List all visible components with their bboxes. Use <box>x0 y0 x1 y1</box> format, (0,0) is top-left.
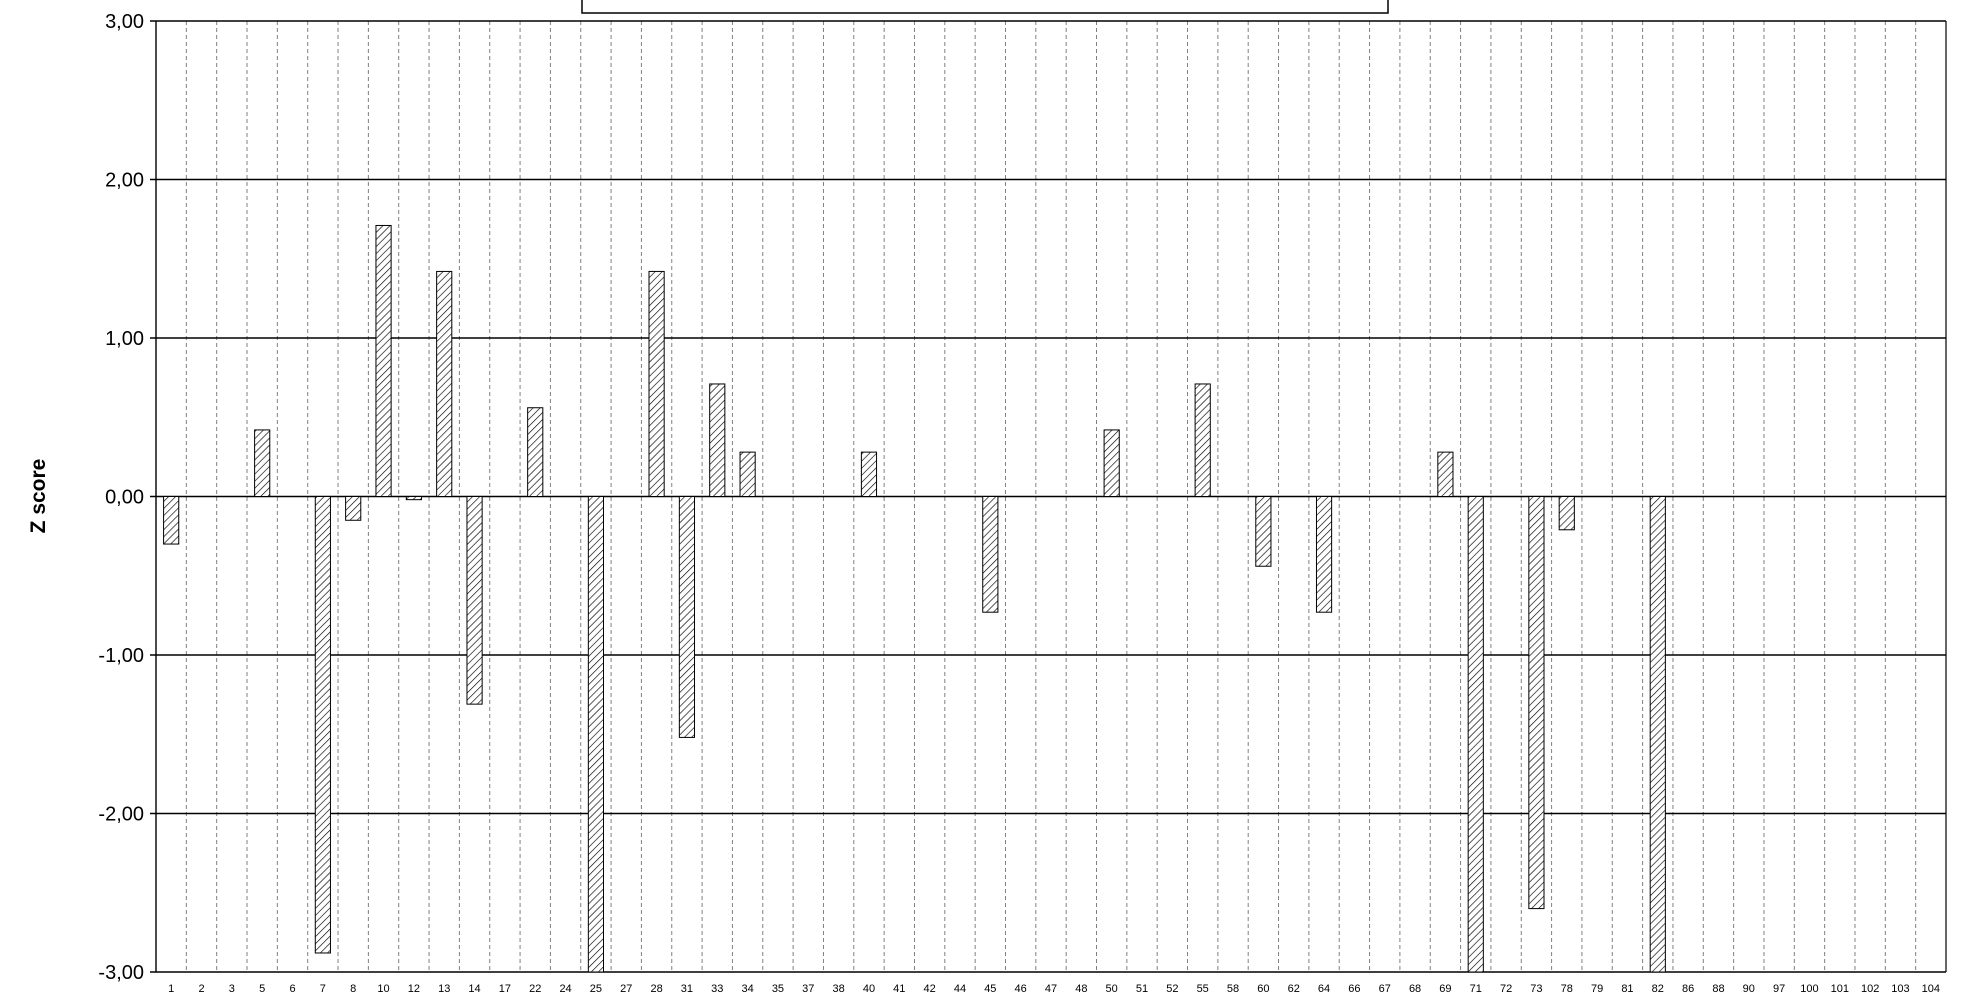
x-tick-label: 68 <box>1409 983 1421 995</box>
x-tick-label: 17 <box>499 983 511 995</box>
x-tick-label: 34 <box>741 983 753 995</box>
x-tick-label: 45 <box>984 983 996 995</box>
x-tick-label: 14 <box>468 983 480 995</box>
x-tick-label: 25 <box>590 983 602 995</box>
x-tick-label: 60 <box>1257 983 1269 995</box>
x-tick-label: 22 <box>529 983 541 995</box>
x-tick-label: 28 <box>650 983 662 995</box>
x-tick-label: 86 <box>1682 983 1694 995</box>
y-tick-label: 2,00 <box>105 170 144 192</box>
x-tick-label: 12 <box>408 983 420 995</box>
x-tick-label: 79 <box>1591 983 1603 995</box>
bar-71 <box>1467 496 1484 973</box>
x-tick-label: 82 <box>1652 983 1664 995</box>
title-box <box>581 0 1389 14</box>
x-tick-label: 13 <box>438 983 450 995</box>
bar-33 <box>709 383 726 497</box>
x-tick-label: 44 <box>954 983 966 995</box>
x-tick-label: 62 <box>1288 983 1300 995</box>
x-tick-label: 31 <box>681 983 693 995</box>
bar-64 <box>1315 496 1333 613</box>
x-tick-label: 8 <box>350 983 356 995</box>
bar-40 <box>860 451 878 497</box>
x-tick-label: 7 <box>320 983 326 995</box>
bar-69 <box>1437 451 1454 497</box>
x-tick-label: 38 <box>833 983 845 995</box>
bar-78 <box>1558 496 1575 531</box>
x-tick-label: 42 <box>924 983 936 995</box>
bar-60 <box>1255 496 1272 567</box>
bar-8 <box>345 496 362 521</box>
x-tick-label: 10 <box>377 983 389 995</box>
y-tick-label: -3,00 <box>98 962 144 984</box>
x-tick-label: 1 <box>168 983 174 995</box>
x-tick-label: 48 <box>1075 983 1087 995</box>
x-tick-label: 3 <box>229 983 235 995</box>
x-tick-label: 5 <box>259 983 265 995</box>
x-tick-label: 41 <box>893 983 905 995</box>
bar-34 <box>739 451 756 497</box>
x-tick-label: 81 <box>1621 983 1633 995</box>
bar-28 <box>648 270 665 497</box>
x-tick-label: 58 <box>1227 983 1239 995</box>
x-tick-label: 24 <box>559 983 571 995</box>
x-tick-label: 40 <box>863 983 875 995</box>
bar-50 <box>1103 429 1120 497</box>
bar-10 <box>375 224 392 497</box>
bar-25 <box>587 496 604 973</box>
bar-13 <box>436 270 453 497</box>
x-tick-label: 6 <box>289 983 295 995</box>
y-tick-label: 0,00 <box>105 487 144 509</box>
x-tick-label: 90 <box>1743 983 1755 995</box>
x-tick-label: 27 <box>620 983 632 995</box>
x-tick-label: 37 <box>802 983 814 995</box>
x-tick-label: 97 <box>1773 983 1785 995</box>
bar-82 <box>1649 496 1666 973</box>
x-tick-label: 88 <box>1712 983 1724 995</box>
bar-45 <box>982 496 999 613</box>
bar-22 <box>527 407 544 497</box>
x-tick-label: 52 <box>1166 983 1178 995</box>
bar-73 <box>1528 496 1545 910</box>
x-tick-label: 100 <box>1800 983 1818 995</box>
bar-12 <box>405 496 422 501</box>
x-tick-label: 35 <box>772 983 784 995</box>
x-tick-label: 47 <box>1045 983 1057 995</box>
x-tick-label: 67 <box>1379 983 1391 995</box>
x-tick-label: 103 <box>1891 983 1909 995</box>
bar-31 <box>678 496 696 738</box>
y-axis-title: Z score <box>27 459 50 534</box>
x-tick-label: 66 <box>1348 983 1360 995</box>
x-tick-label: 73 <box>1530 983 1542 995</box>
y-tick-label: -2,00 <box>98 804 144 826</box>
x-tick-label: 104 <box>1922 983 1940 995</box>
bar-14 <box>466 496 483 705</box>
bar-7 <box>314 496 331 954</box>
bar-55 <box>1194 383 1211 497</box>
y-tick-label: -1,00 <box>98 645 144 667</box>
x-tick-label: 78 <box>1561 983 1573 995</box>
x-tick-label: 71 <box>1470 983 1482 995</box>
x-tick-label: 46 <box>1015 983 1027 995</box>
bar-5 <box>254 429 271 497</box>
x-tick-label: 101 <box>1831 983 1849 995</box>
x-tick-label: 69 <box>1439 983 1451 995</box>
y-tick-label: 3,00 <box>105 11 144 33</box>
x-tick-label: 51 <box>1136 983 1148 995</box>
x-tick-label: 55 <box>1197 983 1209 995</box>
bar-1 <box>163 496 180 545</box>
x-tick-label: 102 <box>1861 983 1879 995</box>
x-tick-label: 64 <box>1318 983 1330 995</box>
y-tick-label: 1,00 <box>105 328 144 350</box>
x-tick-label: 50 <box>1106 983 1118 995</box>
x-tick-label: 2 <box>198 983 204 995</box>
x-tick-label: 33 <box>711 983 723 995</box>
x-tick-label: 72 <box>1500 983 1512 995</box>
